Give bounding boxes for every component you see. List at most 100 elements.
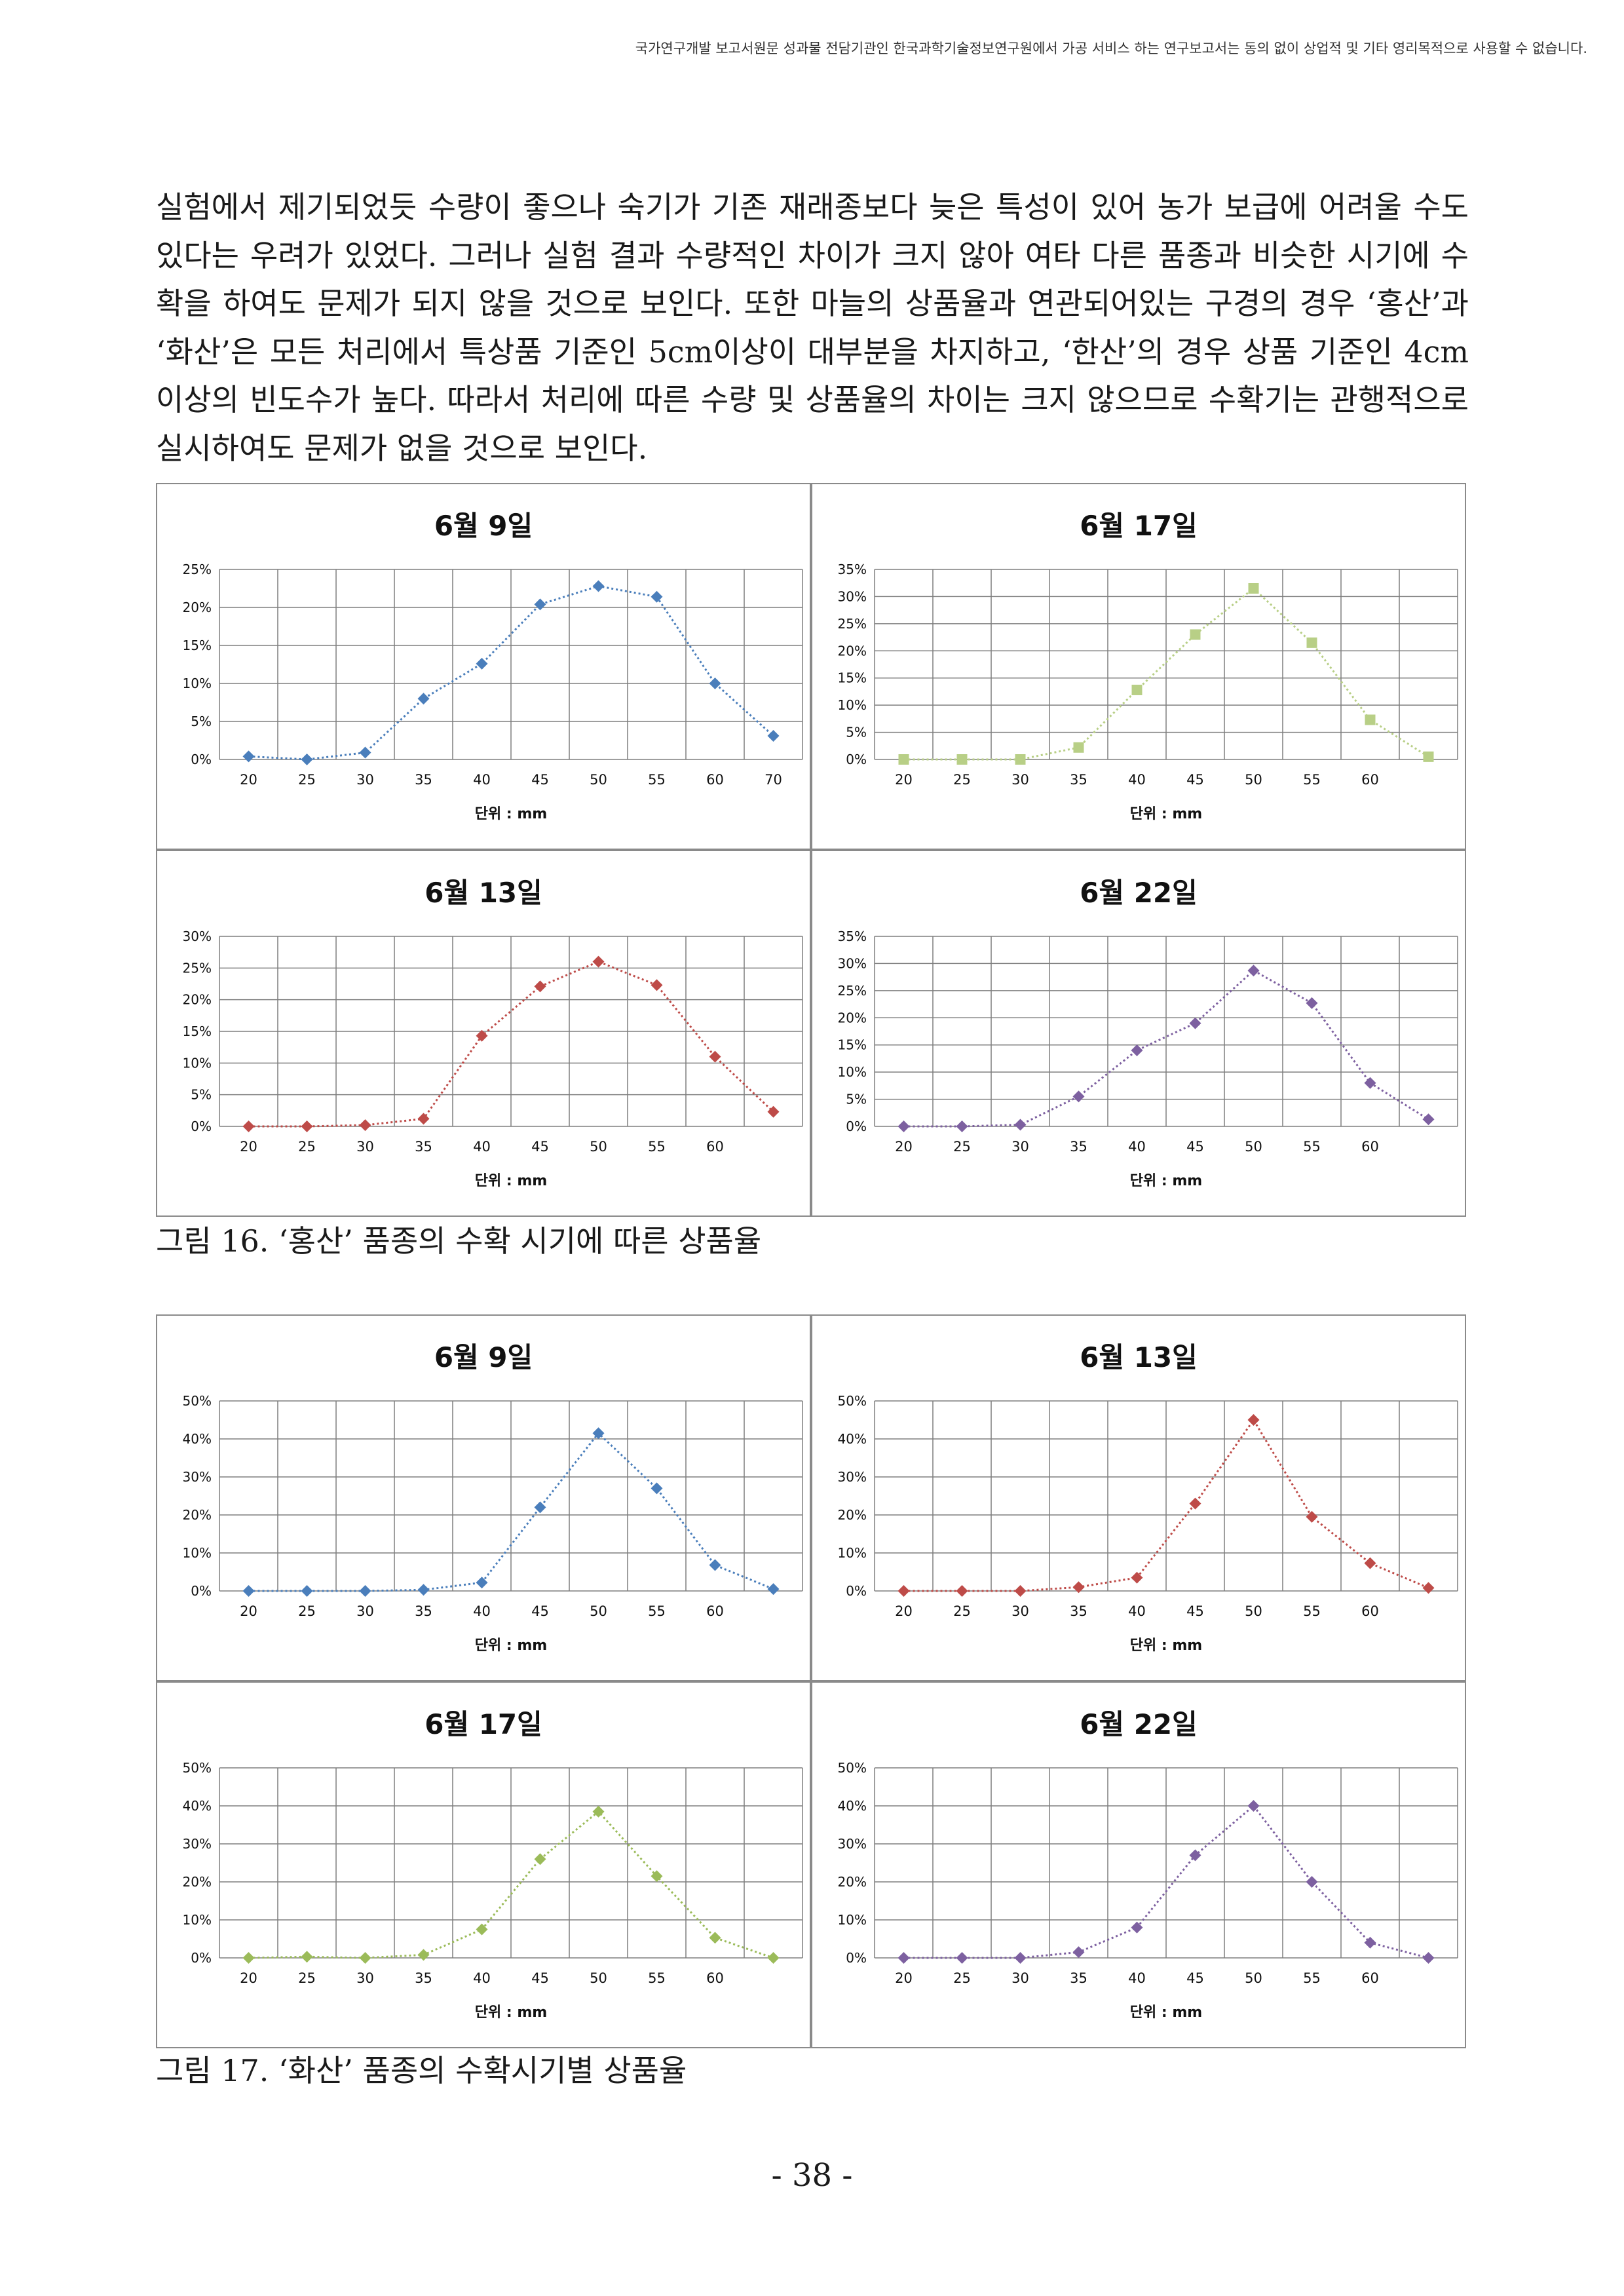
series-line xyxy=(903,1418,1429,1592)
x-tick-label: 20 xyxy=(895,772,913,788)
x-axis-label: 단위 : mm xyxy=(1130,2004,1202,2021)
x-tick-label: 35 xyxy=(1070,1970,1087,1986)
data-point-marker xyxy=(1306,1510,1318,1523)
chart-svg: 6월 13일 0% 10% 20% 30% 40% 50% 20 25 30 35 40 45 50 55 6… xyxy=(838,1341,1458,1654)
figure-16-caption: 그림 16. ‘홍산’ 품종의 수확 시기에 따른 상품율 xyxy=(156,1223,762,1259)
x-tick-label: 20 xyxy=(895,1970,913,1986)
y-tick-label: 10% xyxy=(183,1055,212,1071)
x-tick-label: 45 xyxy=(1186,1603,1204,1619)
body-paragraph-block: 실험에서 제기되었듯 수량이 좋으나 숙기가 기존 재래종보다 늦은 특성이 있… xyxy=(156,183,1469,472)
chart-title: 6월 22일 xyxy=(1080,1708,1198,1740)
x-tick-label: 55 xyxy=(648,1139,666,1155)
x-tick-label: 55 xyxy=(1303,1970,1321,1986)
x-tick-label: 60 xyxy=(706,1139,724,1155)
x-tick-label: 55 xyxy=(1303,1603,1321,1619)
y-tick-label: 35% xyxy=(838,562,867,577)
y-tick-label: 0% xyxy=(846,1950,867,1966)
chart-svg: 6월 22일 0% 10% 20% 30% 40% 50% 20 25 30 35 40 45 50 55 6… xyxy=(838,1708,1458,2021)
y-tick-label: 20% xyxy=(838,643,867,659)
data-point-marker xyxy=(1073,742,1084,753)
chart-svg: 6월 9일 0% 5% 10% 15% 20% 25% 20 25 30 35 40 45 50 55 60 7… xyxy=(183,510,803,822)
x-tick-label: 55 xyxy=(1303,772,1321,788)
x-tick-label: 25 xyxy=(953,772,971,788)
data-point-marker xyxy=(956,754,968,765)
y-tick-label: 10% xyxy=(183,676,212,691)
chart-svg: 6월 17일 0% 5% 10% 15% 20% 25% 30% 35% 20 25 30 35 40 45… xyxy=(838,510,1458,822)
data-point-marker xyxy=(1189,1497,1201,1510)
chart-panel-fig17-jun13: 6월 13일 0% 10% 20% 30% 40% 50% 20 25 30 35 40 45 50 55 6… xyxy=(811,1314,1466,1681)
y-tick-label: 15% xyxy=(838,1037,867,1053)
x-tick-label: 60 xyxy=(1361,1603,1379,1619)
y-tick-label: 5% xyxy=(846,725,867,740)
data-point-marker xyxy=(897,1952,910,1964)
x-tick-label: 50 xyxy=(1245,1970,1262,1986)
x-tick-label: 50 xyxy=(1245,772,1262,788)
data-point-marker xyxy=(1364,1936,1376,1949)
data-point-marker xyxy=(476,1029,488,1042)
y-tick-label: 30% xyxy=(183,1836,212,1852)
x-tick-label: 60 xyxy=(706,1603,724,1619)
x-tick-label: 25 xyxy=(298,1139,316,1155)
x-tick-label: 25 xyxy=(298,1603,316,1619)
series-line xyxy=(903,969,1429,1128)
data-point-marker xyxy=(476,657,488,670)
y-tick-label: 10% xyxy=(838,1064,867,1080)
y-tick-label: 50% xyxy=(838,1760,867,1776)
x-tick-label: 30 xyxy=(356,772,374,788)
data-point-marker xyxy=(592,955,605,968)
data-point-marker xyxy=(1306,637,1317,648)
data-point-marker xyxy=(956,1120,968,1132)
y-tick-label: 20% xyxy=(183,1507,212,1523)
y-tick-label: 0% xyxy=(846,1583,867,1599)
y-tick-label: 30% xyxy=(183,928,212,944)
x-tick-label: 50 xyxy=(590,1603,607,1619)
y-tick-label: 0% xyxy=(191,1119,212,1134)
x-tick-label: 20 xyxy=(240,1139,257,1155)
data-point-marker xyxy=(417,1949,430,1961)
y-tick-label: 5% xyxy=(191,1087,212,1103)
y-tick-label: 20% xyxy=(838,1507,867,1523)
x-tick-label: 50 xyxy=(590,1139,607,1155)
y-tick-label: 10% xyxy=(838,1545,867,1561)
x-tick-label: 25 xyxy=(298,772,316,788)
x-tick-label: 20 xyxy=(240,772,257,788)
data-point-marker xyxy=(1365,714,1376,725)
data-point-marker xyxy=(359,746,371,759)
y-tick-label: 10% xyxy=(838,697,867,713)
x-tick-label: 60 xyxy=(1361,1139,1379,1155)
x-axis-label: 단위 : mm xyxy=(475,1173,547,1189)
data-point-marker xyxy=(301,1585,313,1597)
data-point-marker xyxy=(709,1559,721,1571)
x-axis-label: 단위 : mm xyxy=(1130,806,1202,822)
y-tick-label: 0% xyxy=(846,1119,867,1134)
data-point-marker xyxy=(651,590,663,603)
y-tick-label: 25% xyxy=(183,562,212,577)
y-tick-label: 20% xyxy=(183,600,212,615)
x-tick-label: 20 xyxy=(240,1970,257,1986)
data-point-marker xyxy=(417,693,430,705)
y-tick-label: 50% xyxy=(183,1760,212,1776)
chart-title: 6월 22일 xyxy=(1080,877,1198,909)
data-point-marker xyxy=(242,750,255,763)
y-tick-label: 30% xyxy=(838,955,867,971)
chart-title: 6월 13일 xyxy=(425,877,542,909)
data-point-marker xyxy=(592,1805,605,1818)
data-point-marker xyxy=(1306,1876,1318,1888)
x-tick-label: 50 xyxy=(590,1970,607,1986)
x-tick-label: 35 xyxy=(415,1603,432,1619)
x-tick-label: 50 xyxy=(590,772,607,788)
data-point-marker xyxy=(242,1120,255,1132)
data-point-marker xyxy=(651,1870,663,1883)
y-tick-label: 20% xyxy=(838,1874,867,1890)
x-axis-label: 단위 : mm xyxy=(1130,1173,1202,1189)
chart-title: 6월 9일 xyxy=(434,510,533,542)
data-point-marker xyxy=(767,1105,780,1118)
data-point-marker xyxy=(1131,1921,1143,1934)
data-point-marker xyxy=(1131,1571,1143,1584)
data-point-marker xyxy=(709,1932,721,1944)
data-point-marker xyxy=(767,730,780,742)
y-tick-label: 15% xyxy=(183,638,212,653)
data-point-marker xyxy=(534,598,546,611)
data-point-marker xyxy=(897,1585,910,1597)
x-tick-label: 60 xyxy=(706,1970,724,1986)
